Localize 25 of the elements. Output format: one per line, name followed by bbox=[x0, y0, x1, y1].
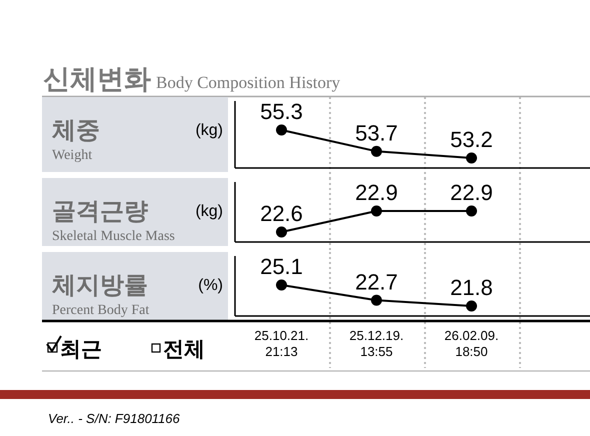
text: Skeletal Muscle Mass bbox=[52, 229, 175, 244]
data-label: 21.8 bbox=[450, 275, 493, 300]
text: Ver.. - S/N: F91801166 bbox=[48, 411, 181, 426]
data-label: 22.7 bbox=[355, 269, 398, 294]
x-tick-label: 25.10.21. 21:13 bbox=[254, 328, 309, 359]
data-label: 53.2 bbox=[450, 127, 493, 152]
text: Percent Body Fat bbox=[52, 303, 150, 318]
text: 최근 bbox=[60, 338, 102, 361]
y-axis-title: 체지방률 bbox=[52, 272, 148, 299]
text: (kg) bbox=[195, 122, 223, 139]
data-label: 22.6 bbox=[260, 201, 303, 226]
data-label: 22.9 bbox=[355, 180, 398, 205]
y-axis-title: 골격근량 bbox=[52, 198, 148, 225]
text: (%) bbox=[198, 277, 223, 294]
chart-title: 신체변화 Body Composition History bbox=[43, 64, 341, 94]
data-label: 22.9 bbox=[450, 180, 493, 205]
text: (kg) bbox=[195, 203, 223, 220]
text: Weight bbox=[52, 148, 92, 163]
data-label: 55.3 bbox=[260, 99, 303, 124]
x-tick-label: 25.12.19. 13:55 bbox=[349, 328, 404, 359]
y-axis-title: 체중 bbox=[52, 117, 100, 144]
text: 전체 bbox=[163, 338, 205, 361]
x-tick-label: 26.02.09. 18:50 bbox=[444, 328, 499, 359]
data-label: 53.7 bbox=[355, 120, 398, 146]
data-label: 25.1 bbox=[260, 254, 303, 279]
